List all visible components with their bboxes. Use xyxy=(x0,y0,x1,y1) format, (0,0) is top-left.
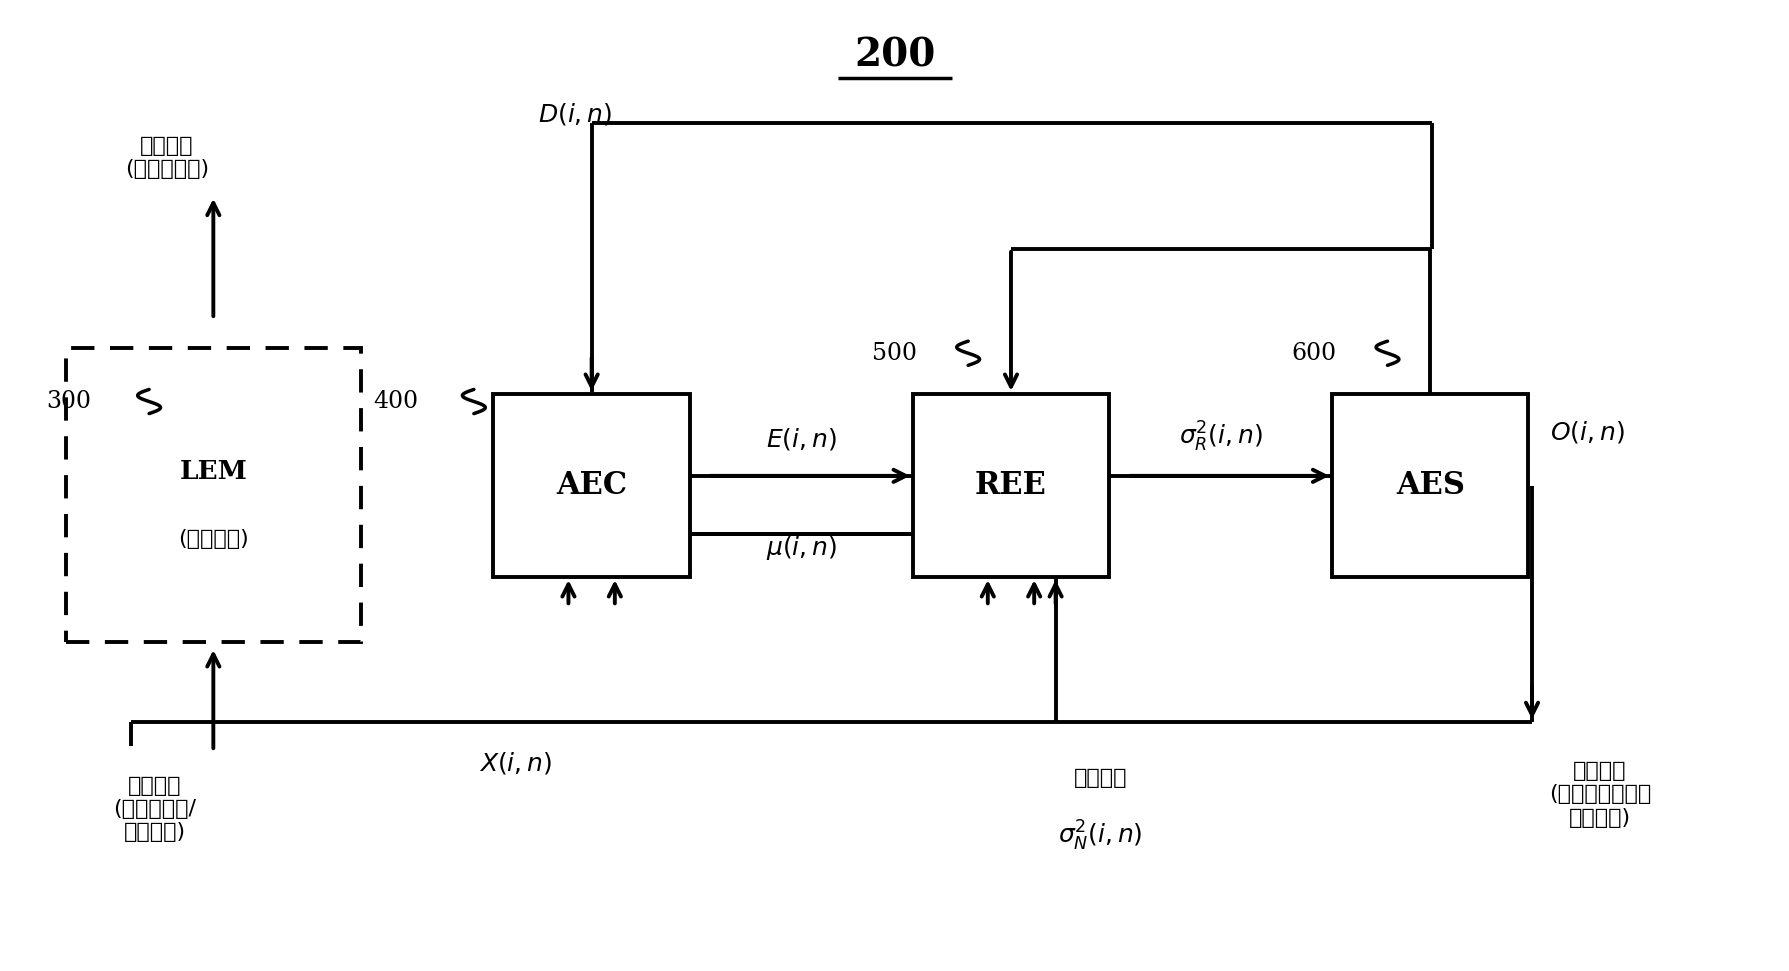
Text: 远端发送
(扬声器信号/
参考信号): 远端发送 (扬声器信号/ 参考信号) xyxy=(113,776,195,842)
Text: 近端接收
(麦克风信号): 近端接收 (麦克风信号) xyxy=(125,136,209,179)
Text: (回声路径): (回声路径) xyxy=(177,528,249,549)
Text: REE: REE xyxy=(975,470,1047,501)
Text: $O(i,n)$: $O(i,n)$ xyxy=(1549,419,1624,446)
Text: 600: 600 xyxy=(1292,342,1336,365)
Text: $X(i,n)$: $X(i,n)$ xyxy=(479,750,553,776)
Bar xyxy=(66,348,360,643)
Text: $\sigma_R^2(i,n)$: $\sigma_R^2(i,n)$ xyxy=(1179,420,1261,454)
Text: $D(i,n)$: $D(i,n)$ xyxy=(538,101,612,127)
Text: LEM: LEM xyxy=(179,458,247,484)
Bar xyxy=(912,394,1109,577)
Text: 噪声功率: 噪声功率 xyxy=(1073,768,1127,788)
Text: 500: 500 xyxy=(871,342,918,365)
Text: AES: AES xyxy=(1395,470,1463,501)
Text: 近端发送
(发送至另一侧的
音频信号): 近端发送 (发送至另一侧的 音频信号) xyxy=(1547,761,1649,827)
Text: AEC: AEC xyxy=(556,470,626,501)
Text: 300: 300 xyxy=(47,390,91,413)
Text: 400: 400 xyxy=(372,390,417,413)
Text: 200: 200 xyxy=(853,37,936,75)
Text: $\sigma_N^2(i,n)$: $\sigma_N^2(i,n)$ xyxy=(1057,819,1141,854)
Text: $\mu(i,n)$: $\mu(i,n)$ xyxy=(766,534,837,562)
Bar xyxy=(494,394,689,577)
Text: $E(i,n)$: $E(i,n)$ xyxy=(766,426,835,452)
Bar xyxy=(1331,394,1528,577)
